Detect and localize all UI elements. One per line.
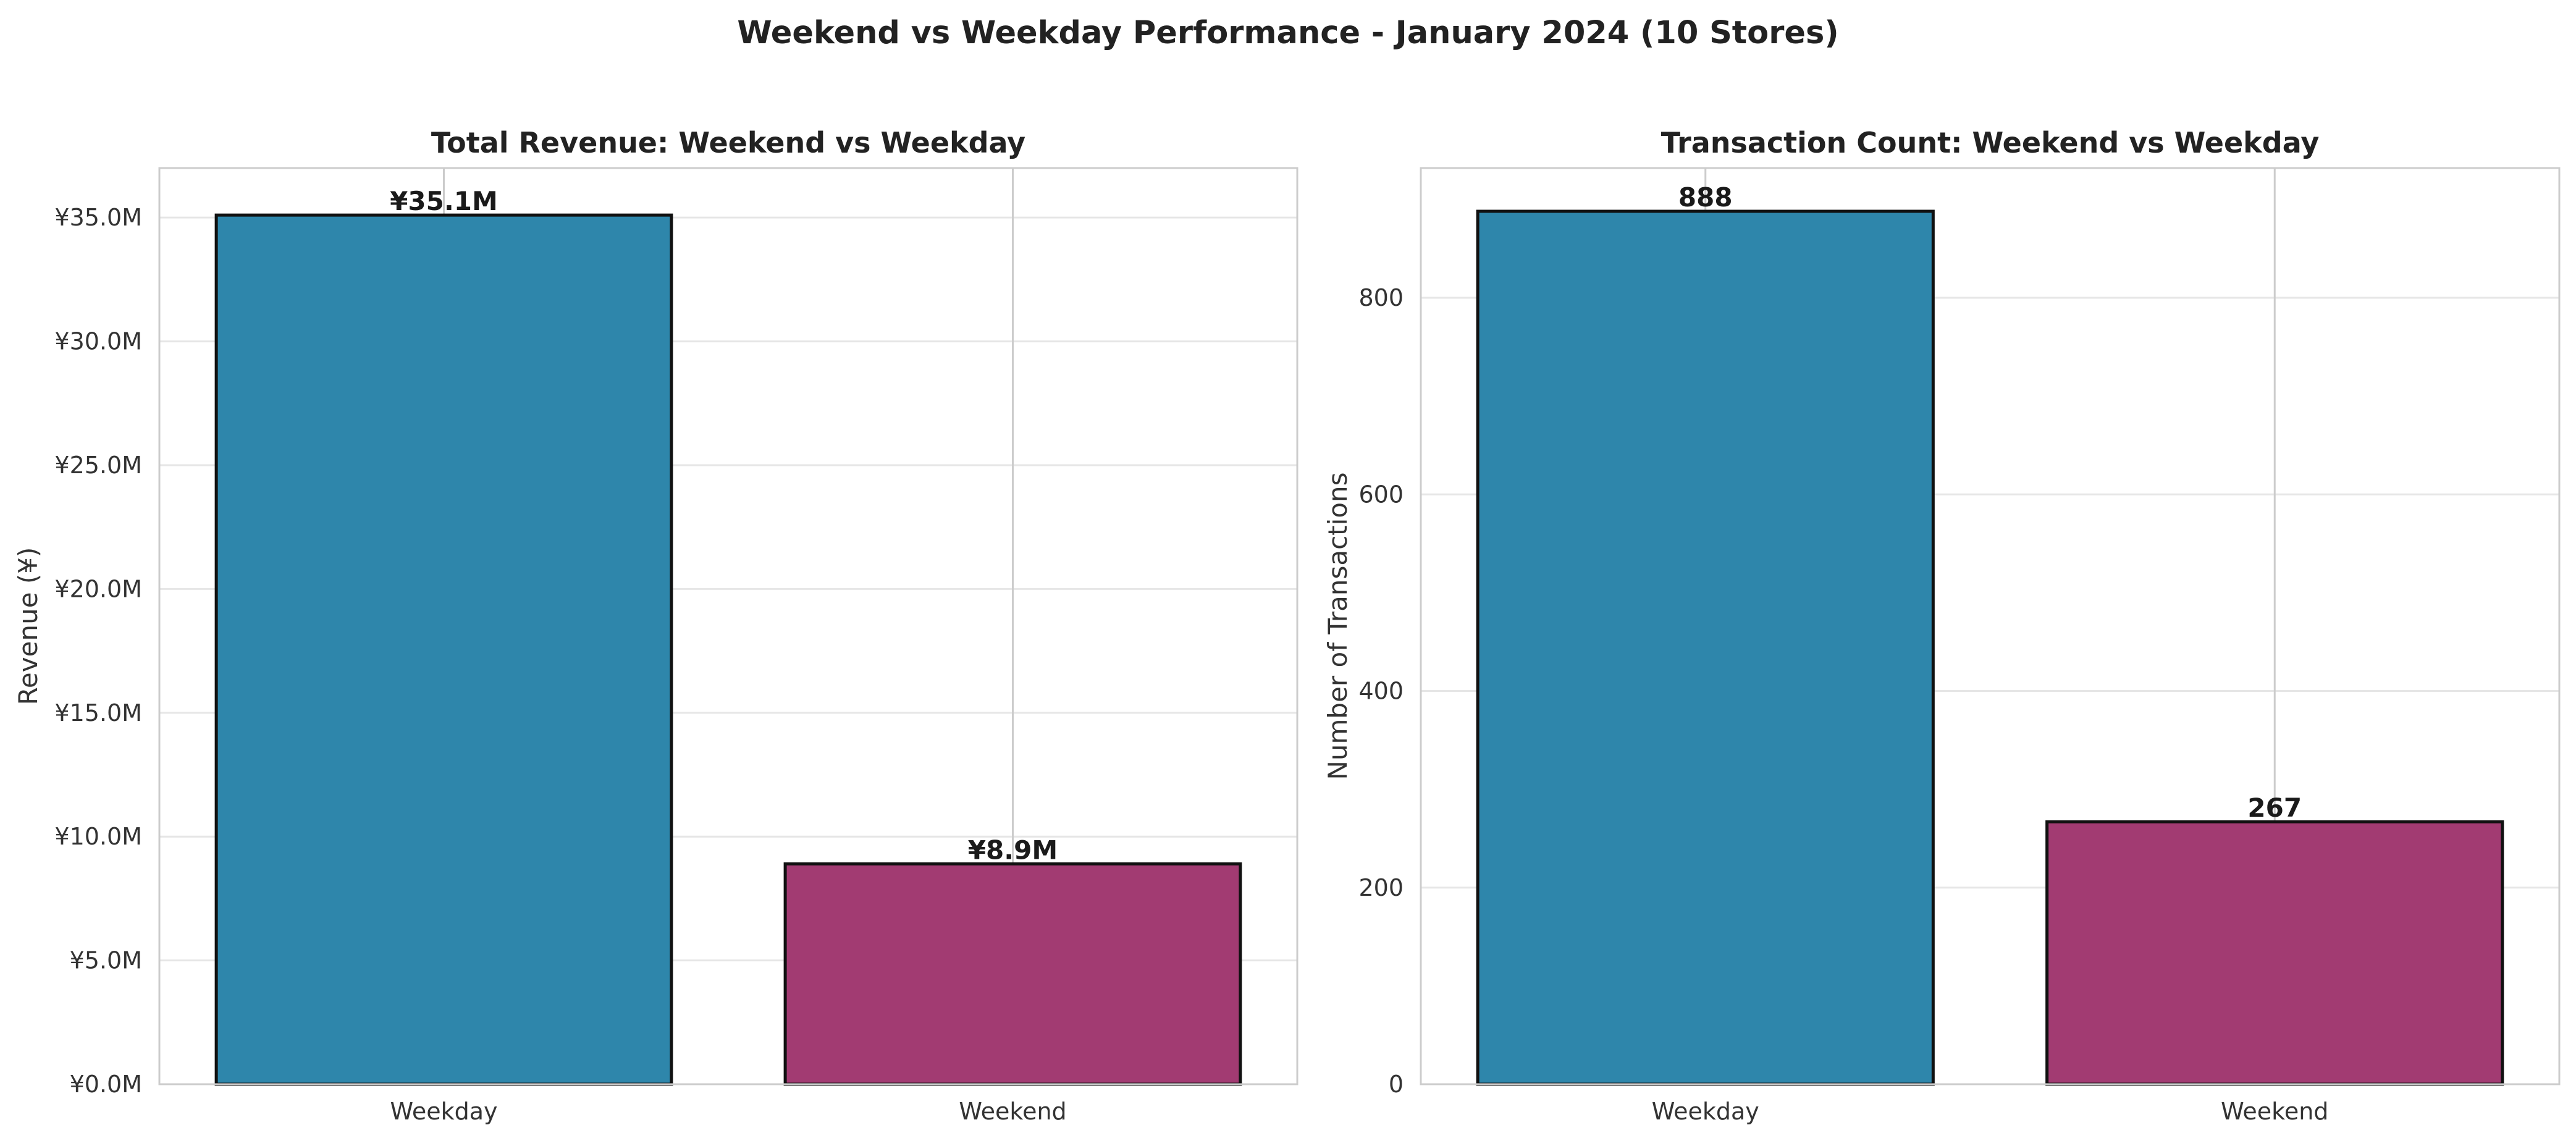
x-tick-label: Weekday bbox=[390, 1098, 497, 1125]
y-tick-label: ¥30.0M bbox=[54, 328, 142, 355]
y-tick-label: ¥25.0M bbox=[54, 452, 142, 479]
x-tick-label: Weekend bbox=[959, 1098, 1066, 1125]
bar-weekend bbox=[783, 862, 1242, 1086]
bar-value-label: 888 bbox=[1678, 182, 1733, 213]
y-tick-label: ¥5.0M bbox=[70, 947, 142, 974]
y-tick-label: 400 bbox=[1358, 678, 1404, 705]
bar-weekday bbox=[1476, 209, 1935, 1086]
panel-title: Transaction Count: Weekend vs Weekday bbox=[1661, 126, 2320, 159]
y-tick-label: ¥20.0M bbox=[54, 575, 142, 602]
y-axis-label: Revenue (¥) bbox=[13, 547, 43, 706]
x-tick-label: Weekday bbox=[1652, 1098, 1759, 1125]
plot-frame bbox=[158, 167, 1299, 1085]
y-axis-label: Number of Transactions bbox=[1323, 472, 1353, 780]
bar-weekend bbox=[2045, 820, 2504, 1086]
chart-panel-2: 0 200 400 600 800 888 267 Weekday Weekend Transac… bbox=[1323, 126, 2561, 1125]
bar-value-label: ¥8.9M bbox=[968, 835, 1058, 865]
bar-value-label: ¥35.1M bbox=[390, 186, 498, 216]
y-tick-label: ¥0.0M bbox=[70, 1071, 142, 1098]
y-tick-label: 600 bbox=[1358, 481, 1404, 508]
y-tick-label: 0 bbox=[1389, 1071, 1404, 1098]
y-tick-label: 200 bbox=[1358, 874, 1404, 901]
figure-title: Weekend vs Weekday Performance - January… bbox=[737, 15, 1838, 51]
bar-weekday bbox=[214, 213, 673, 1086]
y-tick-label: ¥15.0M bbox=[54, 699, 142, 727]
chart-panel-1: ¥0.0M ¥5.0M ¥10.0M ¥15.0M ¥20.0M ¥25.0M ¥30.0M… bbox=[13, 126, 1299, 1125]
panel-title: Total Revenue: Weekend vs Weekday bbox=[431, 126, 1025, 159]
y-tick-label: 800 bbox=[1358, 284, 1404, 311]
plot-frame bbox=[1420, 167, 2561, 1085]
y-tick-label: ¥10.0M bbox=[54, 823, 142, 850]
y-tick-label: ¥35.0M bbox=[54, 204, 142, 231]
bar-value-label: 267 bbox=[2247, 793, 2302, 823]
x-tick-label: Weekend bbox=[2221, 1098, 2328, 1125]
